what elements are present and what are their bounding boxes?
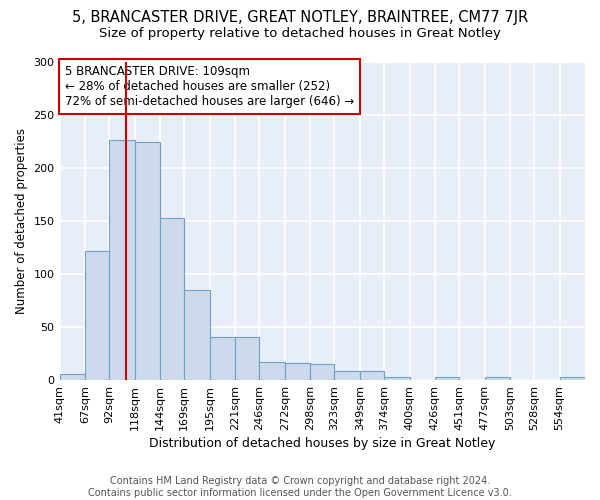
Bar <box>485 377 510 380</box>
Bar <box>360 370 384 380</box>
Text: Contains HM Land Registry data © Crown copyright and database right 2024.
Contai: Contains HM Land Registry data © Crown c… <box>88 476 512 498</box>
X-axis label: Distribution of detached houses by size in Great Notley: Distribution of detached houses by size … <box>149 437 496 450</box>
Bar <box>85 250 109 380</box>
Bar <box>184 290 209 380</box>
Text: 5 BRANCASTER DRIVE: 109sqm
← 28% of detached houses are smaller (252)
72% of sem: 5 BRANCASTER DRIVE: 109sqm ← 28% of deta… <box>65 64 354 108</box>
Text: Size of property relative to detached houses in Great Notley: Size of property relative to detached ho… <box>99 28 501 40</box>
Bar <box>235 336 259 380</box>
Bar <box>384 377 410 380</box>
Bar <box>134 142 160 380</box>
Bar <box>435 377 459 380</box>
Bar <box>334 370 360 380</box>
Bar <box>259 362 285 380</box>
Bar <box>109 140 134 380</box>
Bar <box>310 364 334 380</box>
Text: 5, BRANCASTER DRIVE, GREAT NOTLEY, BRAINTREE, CM77 7JR: 5, BRANCASTER DRIVE, GREAT NOTLEY, BRAIN… <box>72 10 528 25</box>
Bar <box>59 374 85 380</box>
Y-axis label: Number of detached properties: Number of detached properties <box>15 128 28 314</box>
Bar <box>560 377 585 380</box>
Bar <box>209 336 235 380</box>
Bar <box>285 363 310 380</box>
Bar <box>160 218 184 380</box>
